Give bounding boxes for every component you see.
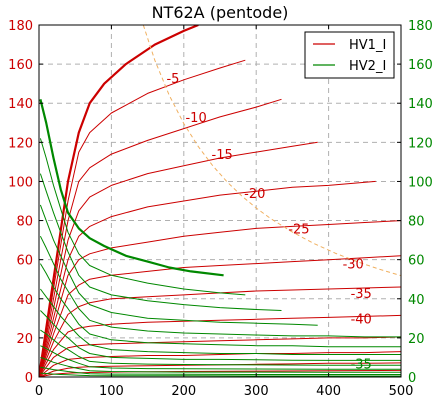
hv2-curve-gm50 xyxy=(40,356,401,373)
hv2-curve-g0 xyxy=(39,99,224,277)
hv1-curve-g0 xyxy=(39,25,199,377)
y-tick-label-right: 20 xyxy=(408,332,425,347)
hv1-curve-gm35 xyxy=(39,286,401,377)
y-tick-label-left: 20 xyxy=(16,332,33,347)
x-tick-label: 400 xyxy=(316,384,341,399)
plot-frame xyxy=(38,24,402,378)
legend: HV1_I HV2_I xyxy=(304,31,395,79)
hv1-curve-gm50 xyxy=(39,351,401,377)
y-tick-label-left: 80 xyxy=(16,215,33,230)
y-tick-label-right: 80 xyxy=(408,215,425,230)
legend-label: HV2_I xyxy=(349,59,386,74)
hv2-curve-gm30 xyxy=(39,288,401,355)
y-tick-label-right: 180 xyxy=(408,19,433,34)
hv2-curve-gm45 xyxy=(40,345,401,370)
x-tick-label: 300 xyxy=(244,384,269,399)
y-tick-label-right: 100 xyxy=(408,175,433,190)
y-tick-label-left: 100 xyxy=(8,175,33,190)
y-tick-label-left: 140 xyxy=(8,97,33,112)
curve-label: -35 xyxy=(351,357,372,372)
hv1-curve-gm45 xyxy=(39,336,401,377)
legend-label: HV1_I xyxy=(349,38,386,53)
y-tick-label-right: 40 xyxy=(408,293,425,308)
dissipation-limit-curve xyxy=(142,25,401,277)
curve-label: -10 xyxy=(185,111,206,126)
hv2-curve-gm40 xyxy=(40,329,401,366)
plot-background xyxy=(39,25,401,377)
y-tick-label-left: 60 xyxy=(16,254,33,269)
hv2-curve-gm15 xyxy=(39,204,318,326)
curve-label: -30 xyxy=(343,258,364,273)
curve-labels: -5 -10 -15 -20 -25 -30 -35 -40 -35 xyxy=(166,72,371,373)
hv2-curve-gm35 xyxy=(40,310,401,361)
hv2-curve-gm60 xyxy=(40,372,401,377)
hv1-curve-gm40 xyxy=(39,314,401,377)
y-tick-label-left: 0 xyxy=(25,371,33,386)
y-tick-label-right: 120 xyxy=(408,136,433,151)
hv1-curve-gm20 xyxy=(39,180,376,377)
curve-label: -35 xyxy=(351,287,372,302)
hv1-curve-gm25 xyxy=(39,220,401,377)
legend-box xyxy=(304,31,395,79)
hv2-curve-gm55 xyxy=(40,366,401,375)
curve-label: -20 xyxy=(244,187,265,202)
y-tick-label-right: 0 xyxy=(408,371,416,386)
x-tick-label: 100 xyxy=(99,384,124,399)
hv2-curve-gm20 xyxy=(39,235,401,338)
y-tick-label-left: 180 xyxy=(8,19,33,34)
x-tick-label: 0 xyxy=(35,384,43,399)
hv1-curve-gm55 xyxy=(39,362,401,377)
curve-label: -15 xyxy=(212,148,233,163)
y-tick-label-left: 120 xyxy=(8,136,33,151)
curve-label: -25 xyxy=(288,222,309,237)
series-layer xyxy=(39,25,401,377)
y-tick-label-right: 60 xyxy=(408,254,425,269)
chart-title: NT62A (pentode) xyxy=(152,3,289,22)
y-tick-label-left: 40 xyxy=(16,293,33,308)
hv2-curve-gm10 xyxy=(39,173,282,311)
hv1-curve-gm15 xyxy=(39,141,318,377)
y-tick-label-left: 160 xyxy=(8,58,33,73)
x-tick-label: 500 xyxy=(389,384,414,399)
curve-label: -40 xyxy=(351,312,372,327)
y-tick-label-right: 140 xyxy=(408,97,433,112)
curve-label: -5 xyxy=(166,72,179,87)
hv2-curve-gm5 xyxy=(39,138,246,296)
hv1-curve-gm5 xyxy=(39,59,246,377)
hv2-curve-gm25 xyxy=(39,263,401,348)
x-tick-label: 200 xyxy=(171,384,196,399)
y-tick-label-right: 160 xyxy=(408,58,433,73)
hv1-curve-gm10 xyxy=(39,98,282,377)
